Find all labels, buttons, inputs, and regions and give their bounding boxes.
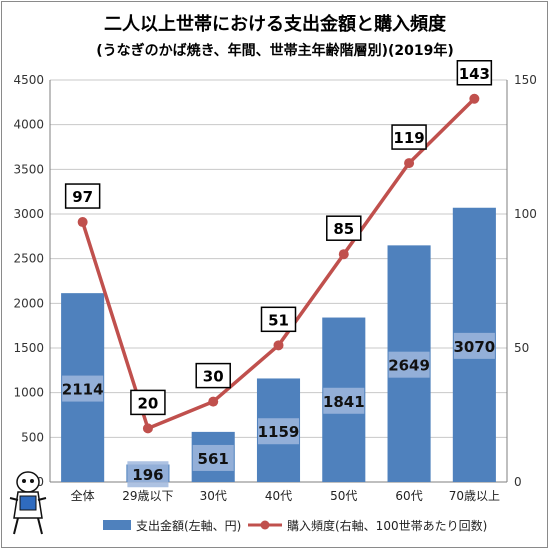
category-label: 29歳以下 (122, 489, 173, 503)
mascot-icon (9, 471, 47, 535)
bar-label-background (127, 461, 169, 488)
line-point (404, 158, 415, 169)
category-label: 全体 (71, 488, 95, 503)
bar-value-label: 561 (198, 450, 229, 468)
gridlines (49, 79, 508, 483)
bar-label-background (388, 351, 430, 378)
left-tick-label: 1500 (13, 341, 44, 355)
bar-label-background (62, 375, 104, 402)
line-point (273, 340, 284, 351)
left-tick-label: 2000 (13, 296, 44, 310)
bar-value-label: 2114 (62, 381, 104, 399)
line-label-box (195, 362, 231, 389)
line-label-box (260, 306, 297, 333)
line-label-box (130, 389, 166, 416)
bar-label-background (257, 418, 300, 445)
line-point (338, 249, 349, 260)
chart-subtitle: (うなぎのかば焼き、年間、世帯主年齢階層別)(2019年) (96, 42, 454, 59)
right-tick-label: 150 (514, 73, 537, 87)
left-tick-label: 3500 (13, 162, 44, 176)
right-tick-label: 50 (514, 341, 529, 355)
category-label: 40代 (265, 489, 292, 503)
category-label: 70歳以上 (449, 489, 500, 503)
line-value-label: 30 (203, 368, 224, 386)
line-label-box (456, 60, 493, 86)
bar-series: 2114 196 561 1159 1841 2649 3070 (61, 207, 496, 488)
left-axis-ticks: 0 500 1000 1500 2000 2500 3000 3500 4000 4500 (13, 73, 44, 489)
bar-label-background (323, 387, 365, 414)
category-labels: 全体 29歳以下 30代 40代 50代 60代 70歳以上 (71, 488, 500, 503)
right-axis-ticks: 0 50 100 150 (514, 73, 537, 489)
line-value-label: 97 (72, 188, 93, 206)
bar-value-label: 3070 (453, 338, 495, 356)
line-label-box (64, 183, 101, 209)
line-label-box (326, 215, 362, 241)
line-value-label: 119 (393, 129, 424, 147)
legend-bar-swatch (103, 520, 131, 530)
left-tick-label: 1000 (13, 386, 44, 400)
line-point (142, 423, 153, 434)
category-label: 60代 (395, 489, 422, 503)
bar-label-background (192, 444, 234, 471)
left-tick-label: 2500 (13, 252, 44, 266)
bar-value-label: 1159 (258, 423, 300, 441)
chart-title: 二人以上世帯における支出金額と購入頻度 (104, 13, 447, 35)
left-tick-label: 4500 (13, 73, 44, 87)
line-point (469, 93, 480, 104)
line-point (208, 396, 219, 407)
bar-label-background (453, 332, 495, 359)
legend-bar-label: 支出金額(左軸、円) (136, 518, 241, 533)
left-tick-label: 3000 (13, 207, 44, 221)
line-value-label: 51 (268, 311, 289, 329)
right-tick-label: 100 (514, 207, 537, 221)
right-tick-label: 0 (514, 475, 522, 489)
bar-value-label: 196 (132, 466, 163, 484)
line-label-box (391, 124, 427, 150)
line-value-label: 85 (333, 220, 354, 238)
line-series: 97 20 30 51 85 119 143 (64, 60, 493, 434)
bar-value-label: 1841 (323, 393, 365, 411)
legend: 支出金額(左軸、円) 購入頻度(右軸、100世帯あたり回数) (103, 518, 487, 533)
bar-value-label: 2649 (388, 357, 430, 375)
line-value-label: 143 (459, 65, 490, 83)
left-tick-label: 0 (36, 475, 44, 489)
legend-line-marker (260, 520, 270, 530)
category-label: 30代 (200, 489, 227, 503)
line-value-label: 20 (137, 394, 158, 412)
left-tick-label: 4000 (13, 118, 44, 132)
left-tick-label: 500 (21, 430, 44, 444)
legend-line-label: 購入頻度(右軸、100世帯あたり回数) (287, 518, 487, 533)
category-label: 50代 (330, 489, 357, 503)
line-point (77, 217, 88, 228)
